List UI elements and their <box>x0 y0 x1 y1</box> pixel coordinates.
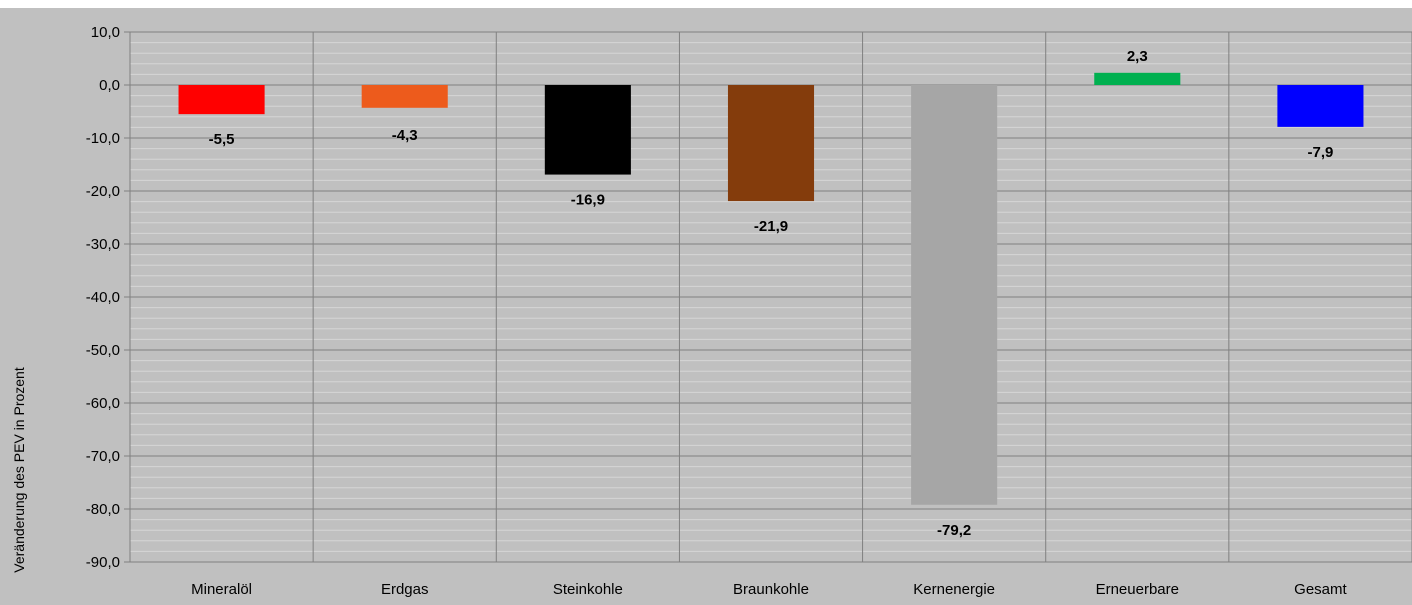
x-category-label: Gesamt <box>1294 581 1347 598</box>
x-category-label: Erneuerbare <box>1096 581 1179 598</box>
y-tick-label: -60,0 <box>86 395 120 412</box>
y-tick-label: -80,0 <box>86 501 120 518</box>
y-tick-label: -40,0 <box>86 289 120 306</box>
data-label: -5,5 <box>209 131 235 148</box>
y-tick-label: -90,0 <box>86 554 120 571</box>
data-label: -16,9 <box>571 192 605 209</box>
data-label: -79,2 <box>937 522 971 539</box>
y-tick-label: 10,0 <box>91 24 120 41</box>
data-label: 2,3 <box>1127 48 1148 65</box>
bar-braunkohle <box>727 85 815 202</box>
y-axis-label: Veränderung des PEV in Prozent <box>11 367 27 573</box>
x-category-label: Kernenergie <box>913 581 995 598</box>
bar-steinkohle <box>544 85 631 175</box>
bar-erdgas <box>361 85 448 108</box>
y-tick-label: -20,0 <box>86 183 120 200</box>
y-tick-label: -30,0 <box>86 236 120 253</box>
y-tick-label: -50,0 <box>86 342 120 359</box>
bar-gesamt <box>1277 85 1364 127</box>
data-label: -21,9 <box>754 218 788 235</box>
y-tick-label: -10,0 <box>86 130 120 147</box>
x-category-label: Erdgas <box>381 581 429 598</box>
x-category-label: Steinkohle <box>553 581 623 598</box>
data-label: -7,9 <box>1307 144 1333 161</box>
x-category-label: Braunkohle <box>733 581 809 598</box>
data-label: -4,3 <box>392 127 418 144</box>
y-tick-label: -70,0 <box>86 448 120 465</box>
bar-erneuerbare <box>1094 72 1181 85</box>
bar-kernenergie <box>911 85 998 505</box>
bar-mineralöl <box>178 85 265 115</box>
y-tick-label: 0,0 <box>99 77 120 94</box>
x-category-label: Mineralöl <box>191 581 252 598</box>
